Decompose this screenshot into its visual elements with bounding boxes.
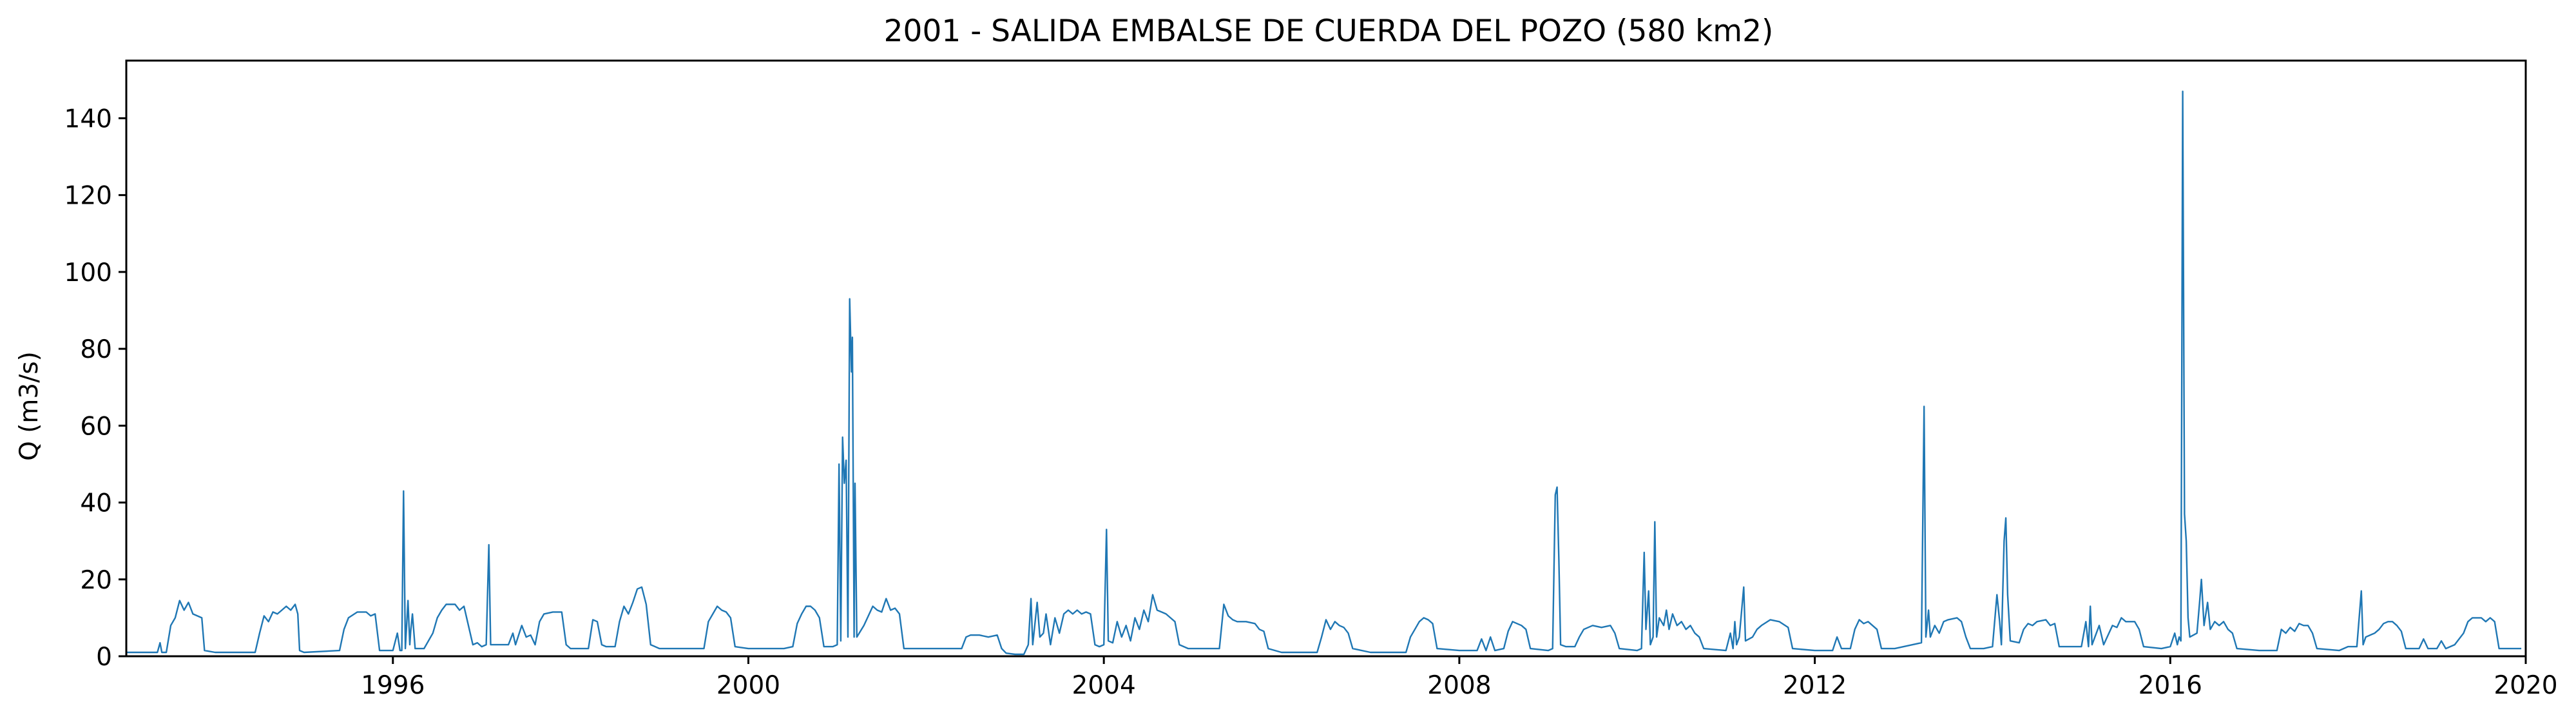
y-tick-label: 140 (64, 104, 112, 133)
y-tick-label: 100 (64, 259, 112, 288)
y-tick-label: 120 (64, 182, 112, 211)
y-tick-label: 0 (96, 643, 112, 672)
y-tick-label: 60 (80, 412, 112, 441)
x-tick-label: 2008 (1427, 671, 1491, 700)
x-tick-label: 2004 (1072, 671, 1136, 700)
x-tick-label: 2020 (2494, 671, 2557, 700)
x-tick-label: 1996 (361, 671, 425, 700)
y-axis-label: Q (m3/s) (15, 351, 44, 461)
y-tick-label: 40 (80, 489, 112, 518)
y-tick-label: 20 (80, 566, 112, 595)
x-tick-label: 2016 (2139, 671, 2202, 700)
x-tick-label: 2000 (716, 671, 780, 700)
x-tick-label: 2012 (1783, 671, 1847, 700)
y-tick-label: 80 (80, 335, 112, 364)
chart-title: 2001 - SALIDA EMBALSE DE CUERDA DEL POZO… (884, 14, 1774, 49)
